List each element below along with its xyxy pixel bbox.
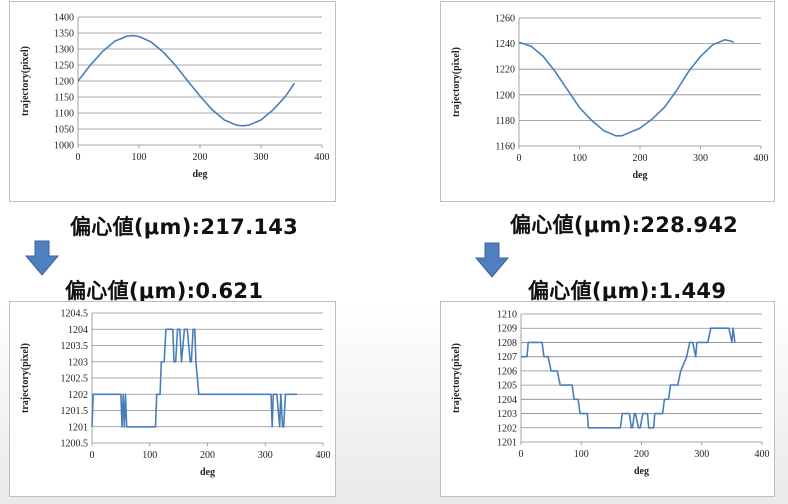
x-tick-label: 200 [634, 449, 649, 460]
series-line [518, 38, 735, 137]
y-tick-label: 1205 [497, 381, 517, 392]
x-tick-label: 0 [76, 152, 81, 163]
x-tick-label: 0 [517, 153, 522, 164]
x-tick-label: 200 [193, 152, 208, 163]
series-line [77, 34, 296, 127]
x-axis-label: deg [200, 467, 215, 478]
eccentricity-caption-bottom-left: 偏心値(μm):0.621 [65, 279, 264, 303]
y-axis-label: trajectory(pixel) [451, 343, 462, 413]
x-tick-label: 400 [315, 152, 330, 163]
y-tick-label: 1250 [54, 61, 74, 72]
y-tick-label: 1200 [54, 77, 74, 88]
chart-bottom-left: 1200.5 1201 1201.5 1202 1202.5 1203 1203.5 1204… [20, 309, 331, 479]
x-tick-label: 100 [572, 153, 587, 164]
chart-panel-top-right: 1160 1180 1200 1220 1240 1260 0 100 200 300 400 deg… [440, 1, 775, 202]
x-tick-label: 300 [694, 449, 709, 460]
y-tick-label: 1240 [495, 39, 515, 50]
x-tick-label: 0 [519, 449, 524, 460]
x-tick-label: 300 [258, 450, 273, 461]
chart-top-left: 1000 1050 1100 1150 1200 1250 1300 1350 1400 0 100… [20, 13, 330, 181]
y-tick-label: 1350 [54, 29, 74, 40]
y-tick-label: 1201 [497, 438, 517, 449]
y-tick-label: 1260 [495, 14, 515, 25]
y-tick-label: 1202.5 [61, 374, 89, 385]
y-tick-label: 1220 [495, 65, 515, 76]
y-tick-label: 1204 [68, 325, 88, 336]
x-tick-label: 400 [754, 153, 769, 164]
x-tick-label: 200 [633, 153, 648, 164]
y-tick-label: 1300 [54, 45, 74, 56]
y-tick-label: 1200 [495, 90, 515, 101]
y-tick-label: 1204 [497, 395, 517, 406]
y-tick-label: 1203.5 [61, 341, 89, 352]
y-axis-label: trajectory(pixel) [20, 46, 31, 116]
y-tick-label: 1201.5 [61, 406, 89, 417]
x-axis-label: deg [634, 466, 649, 477]
y-tick-label: 1200.5 [61, 439, 89, 450]
x-tick-label: 100 [132, 152, 147, 163]
x-tick-label: 400 [316, 450, 331, 461]
y-tick-label: 1160 [495, 142, 515, 153]
down-arrow-icon-left [24, 240, 60, 276]
y-tick-label: 1201 [68, 422, 88, 433]
y-tick-label: 1206 [497, 366, 517, 377]
y-tick-label: 1180 [495, 116, 515, 127]
y-tick-label: 1207 [497, 352, 517, 363]
x-tick-label: 400 [755, 449, 770, 460]
chart-bottom-right: 1201 1202 1203 1204 1205 1206 1207 1208 1209 1210… [451, 310, 770, 478]
y-tick-label: 1202 [68, 390, 88, 401]
chart-panel-bottom-right: 1201 1202 1203 1204 1205 1206 1207 1208 1209 1210… [440, 301, 775, 497]
y-tick-label: 1203 [68, 357, 88, 368]
x-axis-label: deg [633, 170, 648, 181]
y-tick-label: 1202 [497, 423, 517, 434]
chart-panel-bottom-left: 1200.5 1201 1201.5 1202 1202.5 1203 1203.5 1204… [9, 301, 336, 497]
x-axis-label: deg [193, 169, 208, 180]
x-tick-label: 0 [90, 450, 95, 461]
series-line [91, 328, 297, 428]
y-tick-label: 1203 [497, 409, 517, 420]
chart-top-right: 1160 1180 1200 1220 1240 1260 0 100 200 300 400 deg… [451, 14, 769, 182]
y-tick-label: 1100 [54, 109, 74, 120]
y-tick-label: 1400 [54, 13, 74, 24]
y-tick-label: 1000 [54, 141, 74, 152]
x-tick-label: 300 [693, 153, 708, 164]
y-tick-label: 1208 [497, 338, 517, 349]
series-line [521, 327, 736, 429]
x-tick-label: 300 [254, 152, 269, 163]
y-tick-label: 1209 [497, 324, 517, 335]
y-tick-label: 1050 [54, 125, 74, 136]
x-tick-label: 200 [200, 450, 215, 461]
y-tick-label: 1150 [54, 93, 74, 104]
x-tick-label: 100 [142, 450, 157, 461]
eccentricity-caption-bottom-right: 偏心値(μm):1.449 [528, 279, 727, 303]
eccentricity-caption-top-right: 偏心値(μm):228.942 [510, 213, 739, 237]
chart-panel-top-left: 1000 1050 1100 1150 1200 1250 1300 1350 1400 0 100… [9, 1, 336, 202]
y-axis-label: trajectory(pixel) [20, 343, 31, 413]
y-tick-label: 1210 [497, 310, 517, 321]
eccentricity-caption-top-left: 偏心値(μm):217.143 [70, 215, 299, 239]
y-tick-label: 1204.5 [61, 309, 89, 320]
down-arrow-shape-left [24, 240, 60, 276]
x-tick-label: 100 [574, 449, 589, 460]
down-arrow-icon-right [474, 242, 510, 278]
y-axis-label: trajectory(pixel) [451, 47, 462, 117]
down-arrow-shape-right [474, 242, 510, 278]
